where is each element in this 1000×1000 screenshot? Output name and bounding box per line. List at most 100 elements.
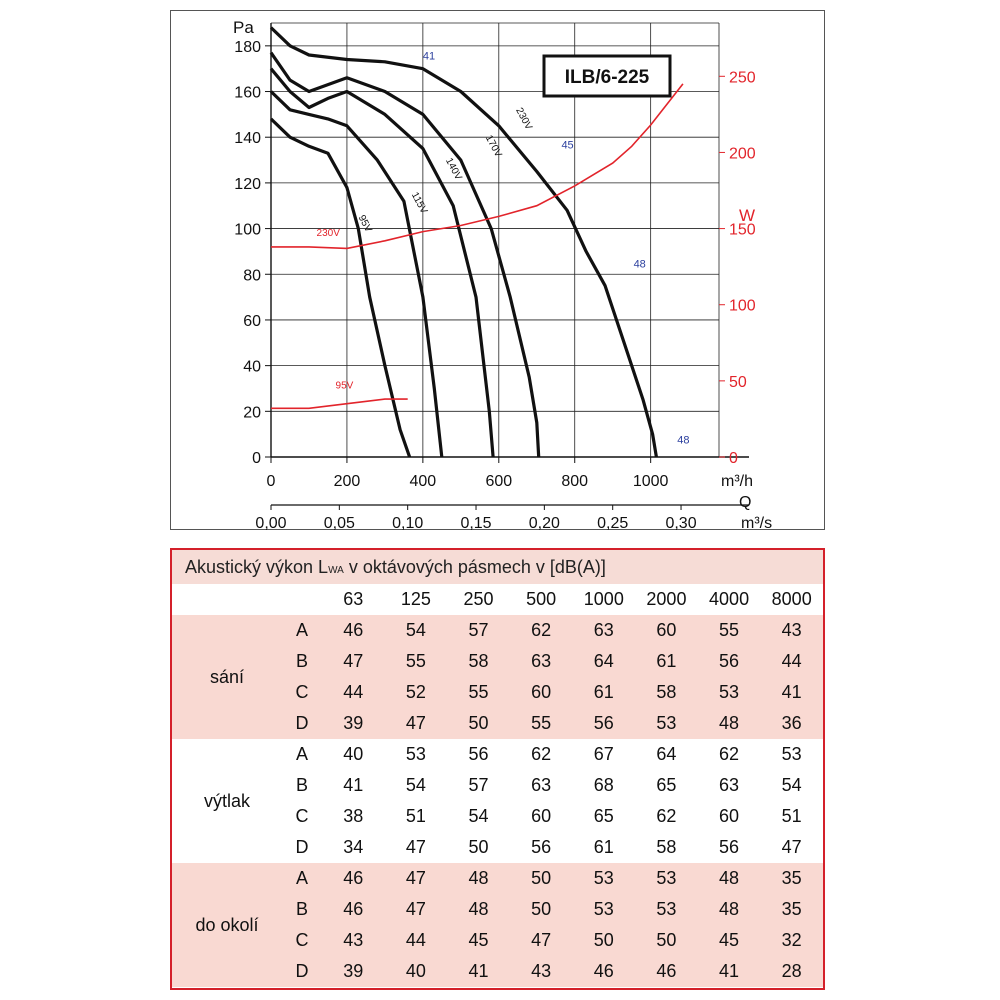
- row-key: A: [282, 863, 322, 894]
- table-cell: 62: [509, 739, 573, 770]
- table-cell: 55: [384, 646, 448, 677]
- table-cell: 60: [635, 615, 698, 646]
- table-cell: 52: [384, 677, 448, 708]
- y-left-tick-label: 120: [234, 176, 261, 193]
- band-header-row: 63 125 250 500 1000 2000 4000 8000: [172, 584, 823, 615]
- y-left-tick-label: 140: [234, 130, 261, 147]
- band-header: 2000: [635, 584, 698, 615]
- power-curve-label: 95V: [336, 380, 354, 391]
- y-left-axis-label: Pa: [233, 18, 254, 37]
- pressure-curve-label: 115V: [409, 191, 429, 216]
- table-cell: 61: [635, 646, 698, 677]
- pressure-curve-95V: [269, 117, 412, 458]
- table-cell: 51: [760, 801, 823, 832]
- table-cell: 53: [572, 863, 636, 894]
- table-cell: 56: [697, 832, 761, 863]
- row-key: C: [282, 801, 322, 832]
- table-cell: 56: [509, 832, 573, 863]
- table-row: B 47 55 58 63 64 61 56 44: [172, 646, 823, 677]
- table-cell: 28: [760, 956, 823, 987]
- table-cell: 57: [447, 615, 510, 646]
- row-key: D: [282, 708, 322, 739]
- pressure-curve-140V: [269, 67, 495, 458]
- pressure-curve-label: 230V: [513, 106, 534, 132]
- table-cell: 56: [697, 646, 761, 677]
- table-cell: 43: [322, 925, 385, 956]
- table-row: C 44 52 55 60 61 58 53 41: [172, 677, 823, 708]
- header-spacer: [282, 584, 322, 615]
- band-header: 250: [447, 584, 510, 615]
- table-cell: 54: [447, 801, 510, 832]
- table-row: D 39 47 50 55 56 53 48 36: [172, 708, 823, 739]
- x2-tick-label: 0,25: [597, 515, 628, 531]
- table-title-prefix: Akustický výkon L: [185, 557, 329, 577]
- table-cell: 40: [322, 739, 385, 770]
- x-unit-label: m³/h: [721, 473, 753, 490]
- band-header: 8000: [760, 584, 823, 615]
- table-cell: 50: [509, 863, 573, 894]
- band-header: 1000: [572, 584, 636, 615]
- table-cell: 53: [760, 739, 823, 770]
- acoustic-power-table: Akustický výkon LWA v oktávových pásmech…: [170, 548, 825, 990]
- table-cell: 65: [635, 770, 698, 801]
- table-cell: 39: [322, 708, 385, 739]
- table-cell: 47: [384, 863, 448, 894]
- table-cell: 55: [697, 615, 761, 646]
- table-cell: 63: [572, 615, 636, 646]
- table-cell: 43: [509, 956, 573, 987]
- y-right-tick-label: 250: [729, 69, 756, 86]
- power-curve-230V: [271, 124, 652, 250]
- table-cell: 56: [572, 708, 636, 739]
- table-title-subscript: WA: [328, 565, 344, 576]
- table-row: B 41 54 57 63 68 65 63 54: [172, 770, 823, 801]
- table-cell: 55: [447, 677, 510, 708]
- row-key: C: [282, 677, 322, 708]
- x-tick-label: 200: [334, 473, 361, 490]
- table-cell: 64: [572, 646, 636, 677]
- table-cell: 53: [697, 677, 761, 708]
- x-tick-label: 800: [561, 473, 588, 490]
- table-cell: 46: [322, 894, 385, 925]
- y-left-tick-label: 80: [243, 267, 261, 284]
- table-cell: 48: [447, 894, 510, 925]
- x2-tick-label: 0,15: [460, 515, 491, 531]
- y-right-tick-label: 200: [729, 145, 756, 162]
- table-cell: 50: [509, 894, 573, 925]
- table-cell: 46: [635, 956, 698, 987]
- table-cell: 63: [697, 770, 761, 801]
- table-cell: 60: [509, 801, 573, 832]
- table-cell: 50: [447, 832, 510, 863]
- table-cell: 53: [384, 739, 448, 770]
- y-right-tick-label: 150: [729, 222, 756, 239]
- table-cell: 63: [509, 770, 573, 801]
- y-left-tick-label: 0: [252, 450, 261, 467]
- table-cell: 47: [384, 894, 448, 925]
- octave-table: 63 125 250 500 1000 2000 4000 8000 sání A 46 54 57 62…: [172, 584, 823, 987]
- band-header: 4000: [697, 584, 761, 615]
- table-cell: 54: [760, 770, 823, 801]
- table-cell: 53: [635, 708, 698, 739]
- table-cell: 57: [447, 770, 510, 801]
- row-key: B: [282, 646, 322, 677]
- model-label-box: [542, 54, 672, 98]
- table-row: C 38 51 54 60 65 62 60 51: [172, 801, 823, 832]
- y-left-tick-label: 60: [243, 313, 261, 330]
- y-right-axis-label: W: [739, 206, 755, 225]
- efficiency-label: 48: [634, 258, 646, 270]
- table-cell: 47: [384, 832, 448, 863]
- table-cell: 50: [635, 925, 698, 956]
- x-q-label: Q: [739, 494, 751, 511]
- y-left-tick-label: 180: [234, 39, 261, 56]
- table-cell: 41: [760, 677, 823, 708]
- table-cell: 39: [322, 956, 385, 987]
- x2-tick-label: 0,10: [392, 515, 423, 531]
- pressure-curve-230V: [269, 26, 658, 458]
- x2-tick-label: 0,30: [665, 515, 696, 531]
- table-cell: 54: [384, 615, 448, 646]
- row-key: A: [282, 739, 322, 770]
- table-cell: 48: [697, 708, 761, 739]
- group-name: výtlak: [172, 739, 282, 863]
- table-cell: 65: [572, 801, 636, 832]
- table-row: sání A 46 54 57 62 63 60 55 43: [172, 615, 823, 739]
- table-title-suffix: v oktávových pásmech v [dB(A)]: [343, 557, 606, 577]
